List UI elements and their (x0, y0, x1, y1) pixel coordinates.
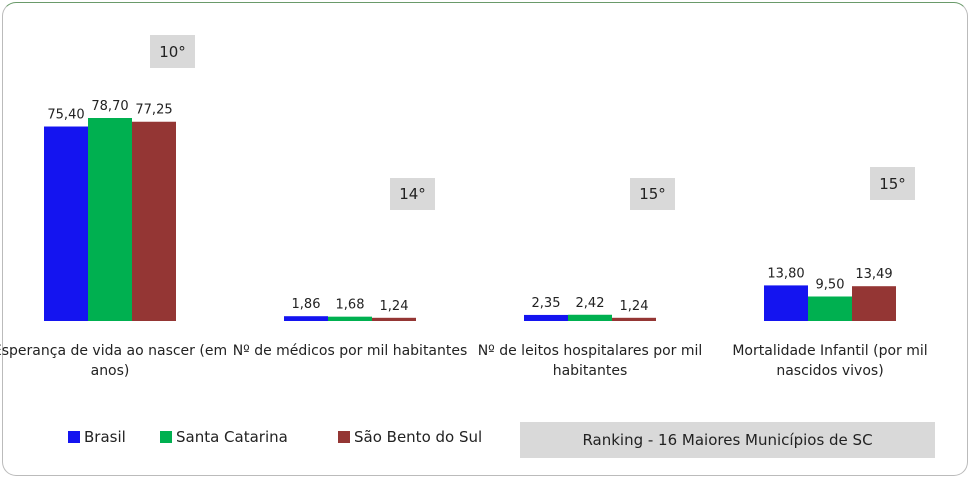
annotation: 14° (390, 178, 435, 210)
value-label: 1,24 (620, 299, 649, 314)
bar (328, 316, 372, 321)
legend-swatch (68, 431, 80, 443)
value-label: 9,50 (816, 277, 845, 292)
legend-item: Brasil (68, 428, 126, 446)
value-label: 13,80 (767, 266, 804, 281)
value-label: 78,70 (91, 99, 128, 114)
value-label: 2,35 (532, 296, 561, 311)
annotation: 15° (870, 167, 915, 200)
legend-label: São Bento do Sul (354, 428, 483, 446)
legend-item: São Bento do Sul (338, 428, 482, 446)
x-tick-label: Nº de leitos hospitalares por mil habita… (477, 343, 703, 379)
value-label: 13,49 (855, 267, 892, 282)
x-tick-label: Esperança de vida ao nascer (em anos) (0, 343, 228, 379)
legend-swatch (338, 431, 350, 443)
value-label: 1,68 (336, 298, 365, 313)
legend-item: Santa Catarina (160, 428, 288, 446)
bar (764, 285, 808, 321)
bar (852, 286, 896, 321)
legend-label: Brasil (84, 428, 126, 446)
annotation: Ranking - 16 Maiores Municípios de SC (520, 422, 935, 458)
legend-swatch (160, 431, 172, 443)
frame (2, 2, 968, 476)
value-label: 77,25 (135, 103, 172, 118)
x-tick-label: Nº de médicos por mil habitantes (232, 343, 468, 359)
bar (132, 121, 176, 322)
legend-label: Santa Catarina (176, 428, 288, 446)
bar (284, 316, 328, 321)
bar (372, 317, 416, 321)
bar (568, 314, 612, 321)
bar (88, 118, 132, 321)
value-label: 2,42 (576, 296, 605, 311)
bar (524, 314, 568, 321)
bar (44, 126, 88, 321)
bar (612, 317, 656, 321)
annotation: 15° (630, 178, 675, 210)
value-label: 1,86 (292, 297, 321, 312)
x-tick-label: Mortalidade Infantil (por mil nascidos v… (732, 343, 928, 379)
value-label: 75,40 (47, 108, 84, 123)
annotation: 10° (150, 35, 195, 68)
bar (808, 296, 852, 321)
value-label: 1,24 (380, 299, 409, 314)
